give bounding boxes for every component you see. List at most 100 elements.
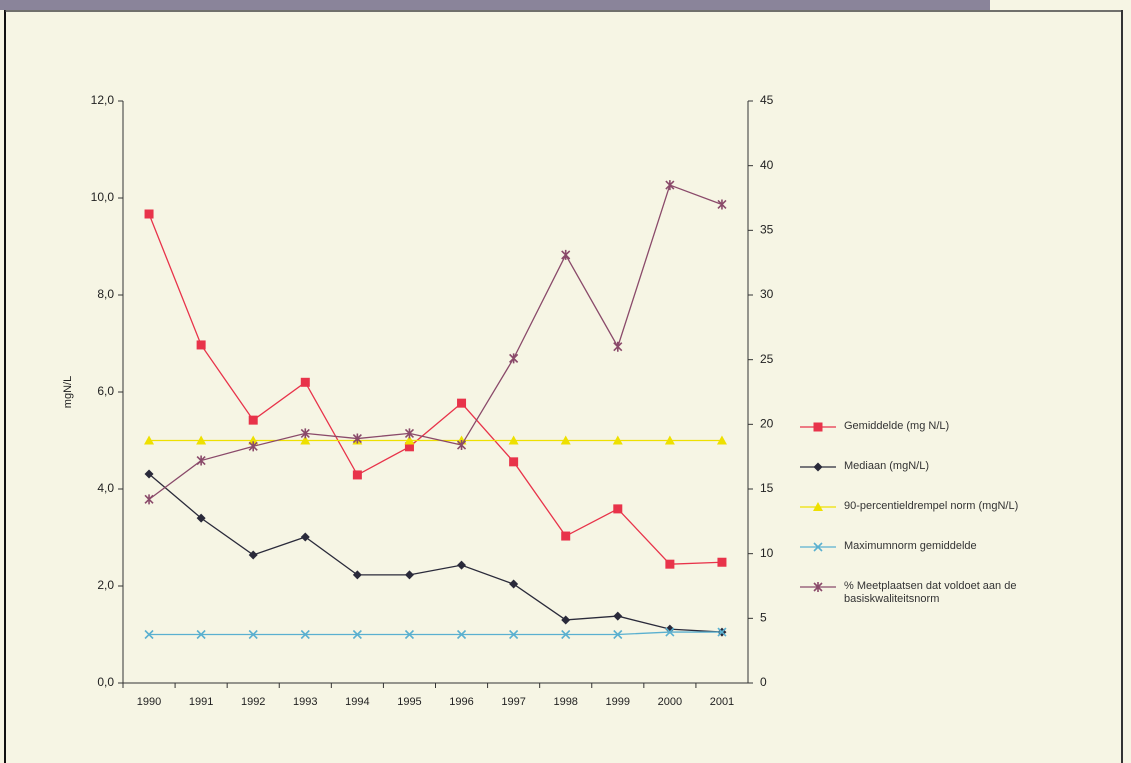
legend-swatch bbox=[800, 542, 836, 552]
legend-item: Maximumnorm gemiddelde bbox=[800, 540, 1090, 554]
marker-x bbox=[456, 440, 467, 451]
marker-square bbox=[144, 209, 154, 219]
marker bbox=[404, 629, 415, 640]
legend-swatch bbox=[800, 502, 836, 511]
marker-diamond bbox=[509, 579, 519, 589]
marker bbox=[144, 209, 154, 219]
marker-x bbox=[404, 629, 415, 640]
y-tick-label: 12,0 bbox=[91, 93, 115, 107]
y-tick-label: 2,0 bbox=[97, 578, 114, 592]
marker-x bbox=[509, 629, 519, 640]
marker bbox=[144, 469, 154, 479]
y2-tick-label: 25 bbox=[760, 352, 774, 366]
marker-square bbox=[509, 457, 519, 467]
marker bbox=[196, 455, 206, 466]
marker bbox=[404, 570, 414, 580]
marker-x bbox=[813, 582, 823, 592]
marker-triangle bbox=[664, 435, 675, 445]
marker-triangle bbox=[404, 435, 415, 445]
marker-diamond bbox=[561, 615, 571, 625]
marker-x bbox=[248, 441, 258, 452]
marker bbox=[664, 435, 675, 445]
marker bbox=[248, 415, 258, 425]
marker-x bbox=[509, 353, 519, 364]
marker bbox=[613, 629, 623, 640]
marker bbox=[300, 532, 310, 542]
x-tick-label: 1996 bbox=[449, 696, 473, 708]
legend-swatch bbox=[800, 462, 836, 472]
marker bbox=[717, 199, 727, 210]
marker-x bbox=[665, 180, 675, 191]
marker bbox=[508, 435, 519, 445]
y-tick-label: 10,0 bbox=[91, 190, 115, 204]
marker-square bbox=[352, 470, 362, 480]
marker bbox=[352, 470, 362, 480]
marker-triangle bbox=[196, 435, 207, 445]
marker bbox=[144, 435, 155, 445]
marker bbox=[665, 559, 675, 569]
marker-diamond bbox=[352, 570, 362, 580]
x-tick-label: 1998 bbox=[553, 696, 577, 708]
marker bbox=[613, 611, 623, 621]
marker-square bbox=[561, 531, 571, 541]
marker-x bbox=[144, 629, 154, 640]
y2-tick-label: 40 bbox=[760, 158, 774, 172]
top-bar bbox=[0, 0, 990, 10]
marker bbox=[352, 433, 362, 444]
legend-label: Mediaan (mgN/L) bbox=[844, 460, 929, 472]
marker-square bbox=[717, 557, 727, 567]
marker bbox=[560, 435, 571, 445]
marker bbox=[404, 428, 415, 439]
x-tick-label: 1995 bbox=[397, 696, 421, 708]
marker-square bbox=[457, 398, 467, 408]
marker bbox=[196, 340, 206, 350]
marker bbox=[561, 531, 571, 541]
y2-tick-label: 10 bbox=[760, 546, 774, 560]
x-tick-label: 1991 bbox=[189, 696, 213, 708]
marker-x bbox=[613, 629, 623, 640]
marker bbox=[665, 624, 675, 634]
x-tick-label: 1990 bbox=[137, 696, 161, 708]
legend-item: Gemiddelde (mg N/L) bbox=[800, 420, 1090, 434]
series-line bbox=[148, 213, 722, 565]
marker bbox=[404, 435, 415, 445]
marker-diamond bbox=[248, 550, 258, 560]
y2-tick-label: 30 bbox=[760, 287, 774, 301]
marker-x bbox=[561, 629, 571, 640]
marker-x bbox=[813, 542, 823, 552]
marker bbox=[813, 502, 823, 511]
marker-square bbox=[404, 442, 414, 452]
marker-square bbox=[665, 559, 675, 569]
x-tick-label: 2001 bbox=[710, 696, 734, 708]
marker bbox=[248, 550, 258, 560]
marker bbox=[248, 441, 258, 452]
marker-diamond bbox=[144, 469, 154, 479]
marker bbox=[561, 249, 571, 260]
x-tick-label: 1992 bbox=[241, 696, 265, 708]
y2-tick-label: 15 bbox=[760, 481, 774, 495]
y2-tick-label: 5 bbox=[760, 611, 767, 625]
series-line bbox=[148, 184, 723, 500]
marker bbox=[457, 560, 467, 570]
marker-diamond bbox=[665, 624, 675, 634]
marker-x bbox=[665, 627, 675, 637]
marker bbox=[196, 435, 207, 445]
marker bbox=[196, 629, 206, 640]
marker-square bbox=[248, 415, 258, 425]
marker-x bbox=[352, 433, 362, 444]
marker bbox=[665, 627, 675, 637]
y2-tick-label: 45 bbox=[760, 93, 774, 107]
marker-x bbox=[300, 629, 310, 640]
marker bbox=[352, 629, 362, 640]
marker bbox=[813, 582, 823, 592]
marker-x bbox=[456, 629, 467, 640]
marker bbox=[300, 377, 310, 387]
marker bbox=[813, 422, 823, 432]
marker bbox=[613, 504, 623, 514]
marker-diamond bbox=[404, 570, 414, 580]
marker bbox=[561, 615, 571, 625]
legend-item: % Meetplaatsen dat voldoet aan de basisk… bbox=[800, 580, 1090, 606]
marker-x bbox=[300, 428, 310, 439]
marker-diamond bbox=[813, 462, 823, 472]
